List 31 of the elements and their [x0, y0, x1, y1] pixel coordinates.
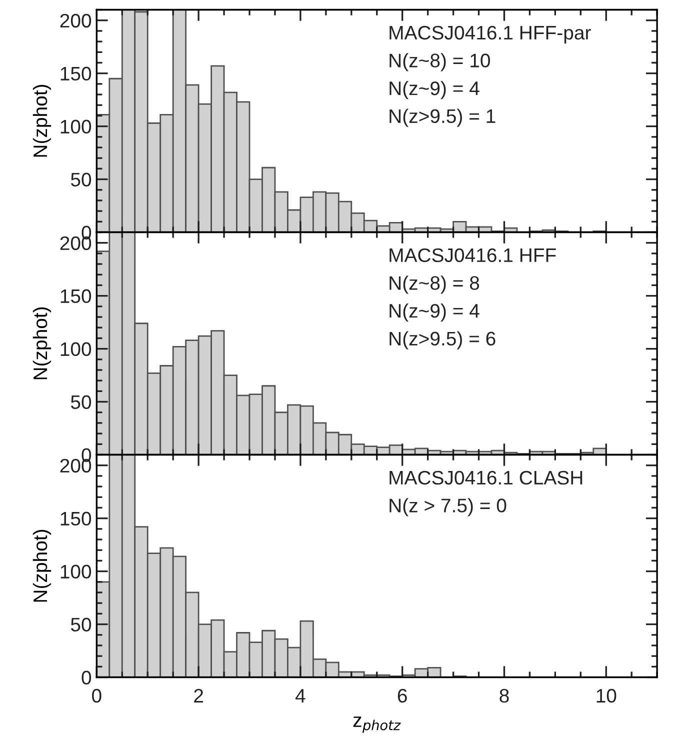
annotation: N(z>9.5) = 1: [390, 108, 496, 127]
annotation: MACSJ0416.1 CLASH: [390, 470, 582, 485]
annotation: N(z > 7.5) = 0: [390, 498, 506, 516]
annotation: N(z~8) = 8: [390, 276, 480, 294]
x-tick-label: 4: [295, 689, 306, 702]
y-tick-label: 100: [60, 120, 92, 134]
annotation: N(z>9.5) = 6: [390, 331, 496, 350]
x-tick-label: 0: [92, 688, 102, 703]
annotation: N(z~9) = 4: [390, 80, 480, 100]
x-axis-title: z$_{photz}$: [353, 716, 401, 733]
y-tick-label: 150: [60, 512, 92, 526]
x-tick-label: 10: [596, 688, 616, 703]
y-tick-label: 150: [60, 289, 92, 304]
x-tick-label: 8: [500, 688, 509, 703]
y-axis-title: N(zphot): [32, 530, 52, 602]
annotation: N(z~8) = 10: [390, 53, 490, 72]
y-tick-label: 50: [70, 172, 92, 187]
y-tick-label: 100: [60, 564, 92, 579]
x-tick-label: 2: [194, 688, 203, 702]
y-tick-label: 50: [70, 618, 92, 632]
annotation: MACSJ0416.1 HFF-par: [390, 26, 591, 44]
y-tick-label: 200: [60, 14, 92, 28]
y-tick-label: 50: [70, 395, 92, 410]
annotation: MACSJ0416.1 HFF: [390, 248, 556, 262]
y-axis-title: N(zphot): [32, 307, 52, 380]
y-tick-label: 0: [82, 670, 92, 684]
y-tick-label: 150: [60, 66, 92, 81]
y-axis-title: N(zphot): [32, 84, 52, 157]
annotation: N(z~9) = 4: [390, 303, 480, 322]
y-tick-label: 100: [60, 342, 92, 356]
x-tick-label: 6: [398, 688, 407, 703]
